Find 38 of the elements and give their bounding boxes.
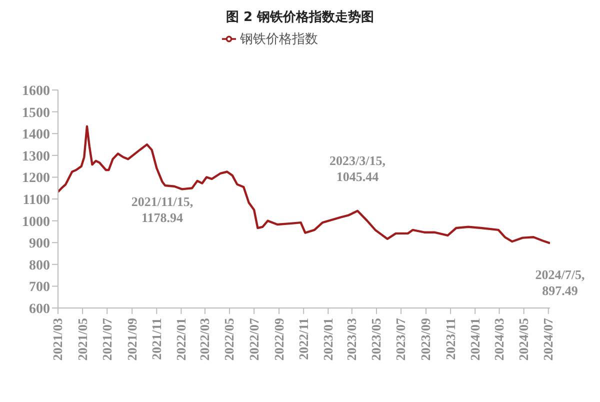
x-tick-label: 2022/05	[222, 318, 237, 361]
y-tick-label: 1600	[22, 84, 50, 99]
x-tick-label: 2022/01	[173, 318, 188, 361]
x-tick-label: 2024/05	[516, 318, 532, 361]
x-tick-label: 2022/07	[246, 318, 262, 361]
x-tick-label: 2022/03	[197, 318, 212, 361]
x-tick-label: 2022/09	[271, 318, 286, 361]
y-tick-label: 1300	[22, 149, 50, 164]
y-tick-label: 600	[29, 302, 50, 317]
x-tick-label: 2023/01	[320, 318, 336, 361]
chart-title: 图 2 钢铁价格指数走势图	[224, 9, 376, 26]
y-tick-label: 1100	[22, 192, 50, 208]
x-tick-label: 2023/05	[368, 318, 384, 361]
annotation: 2023/3/15, 1045.44	[330, 152, 386, 184]
annotation: 2021/11/15, 1178.94	[131, 194, 194, 225]
annotation: 2024/7/5, 897.49	[535, 267, 585, 298]
x-tick-label: 2023/09	[418, 318, 434, 361]
x-tick-label: 2021/03	[50, 318, 66, 361]
x-tick-label: 2024/01	[467, 318, 482, 361]
y-tick-label: 1400	[22, 128, 50, 143]
legend-label: 钢铁价格指数	[240, 32, 318, 47]
y-tick-label: 1000	[22, 214, 50, 230]
x-tick-label: 2022/11	[296, 318, 311, 360]
x-tick-label: 2023/11	[442, 318, 458, 360]
x-tick-label: 2023/03	[344, 318, 360, 361]
y-tick-label: 800	[29, 258, 50, 274]
y-tick-label: 700	[29, 280, 50, 296]
y-tick-label: 1500	[22, 106, 50, 121]
x-tick-label: 2021/11	[148, 318, 164, 360]
x-tick-label: 2021/07	[99, 318, 114, 361]
x-tick-label: 2024/03	[492, 318, 506, 361]
y-tick-label: 900	[29, 236, 50, 252]
x-tick-label: 2021/05	[74, 318, 90, 361]
x-tick-label: 2024/07	[540, 318, 556, 361]
line-series	[58, 125, 550, 244]
x-tick-label: 2021/09	[124, 318, 140, 361]
y-tick-label: 1200	[22, 171, 50, 186]
x-tick-label: 2023/07	[393, 318, 408, 361]
